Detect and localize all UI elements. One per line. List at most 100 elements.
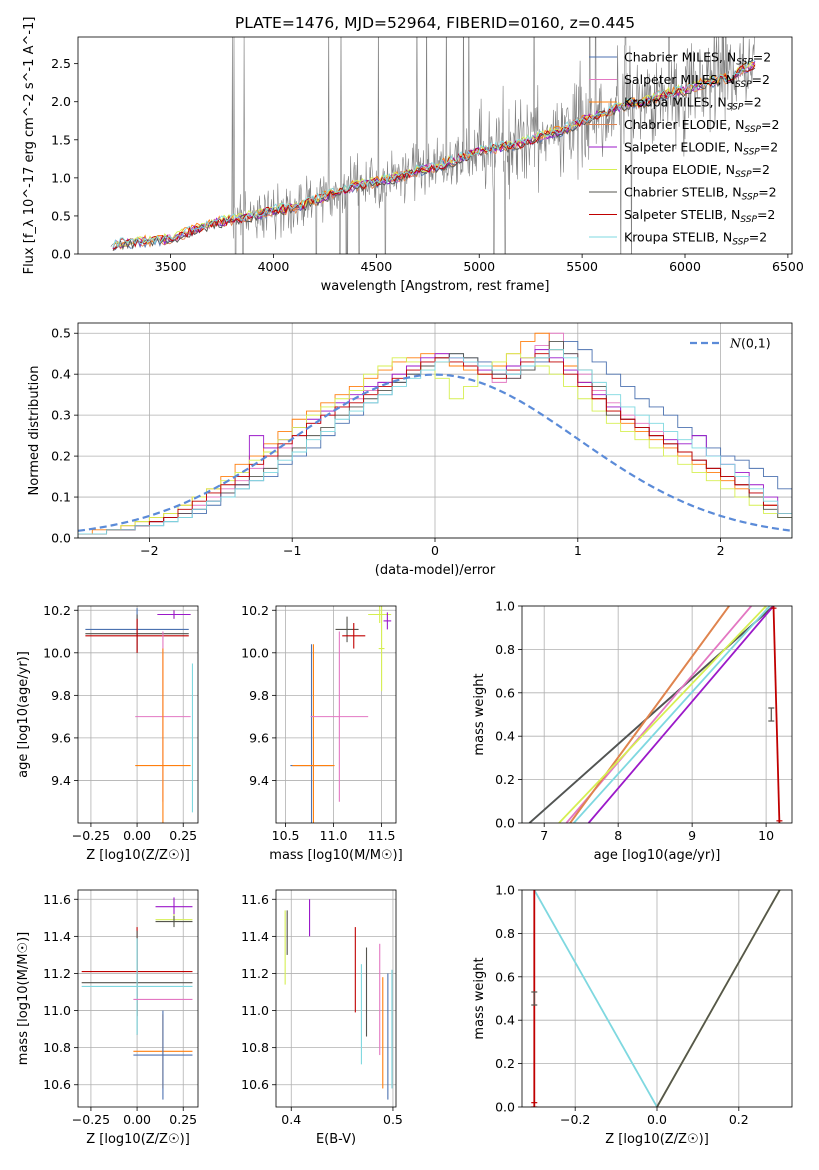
x-tick-label: 0.25 xyxy=(169,1112,197,1127)
histogram-step xyxy=(78,353,792,538)
y-axis-label: age [log10(age/yr)] xyxy=(16,651,31,778)
y-tick-label: 10.0 xyxy=(241,645,269,660)
mass-weight-line xyxy=(528,606,775,823)
y-tick-label: 11.6 xyxy=(43,892,71,907)
y-tick-label: 9.8 xyxy=(249,688,269,703)
y-tick-label: 0.6 xyxy=(495,685,515,700)
y-tick-label: 0.0 xyxy=(51,531,71,546)
y-tick-label: 11.2 xyxy=(43,966,71,981)
y-tick-label: 9.6 xyxy=(249,730,269,745)
axes-frame xyxy=(77,889,199,1108)
axes-frame xyxy=(521,605,793,824)
y-tick-label: 0.0 xyxy=(495,1100,515,1115)
x-tick-label: 11.5 xyxy=(368,828,396,843)
x-axis-label: Z [log10(Z/Z☉)] xyxy=(605,1132,709,1147)
spectrum-panel: 3500 4000 4500 5000 5500 6000 6500 0.0 0.5 1.0 1.5… xyxy=(22,14,804,294)
x-tick-label: 3500 xyxy=(155,259,187,274)
y-tick-label: 0.1 xyxy=(51,490,71,505)
y-axis-label: Flux [f_λ 10^-17 erg cm^-2 s^-1 A^-1] xyxy=(22,17,37,275)
model-fit-line xyxy=(112,61,756,250)
x-tick-label: 0.00 xyxy=(123,828,151,843)
y-tick-label: 10.0 xyxy=(43,645,71,660)
y-tick-label: 0.3 xyxy=(51,408,71,423)
y-tick-label: 1.0 xyxy=(51,170,71,185)
x-tick-label: 0.00 xyxy=(123,1112,151,1127)
axes-frame xyxy=(77,36,793,255)
y-tick-label: 0.4 xyxy=(495,1013,515,1028)
axes-frame xyxy=(275,889,397,1108)
x-tick-label: −1 xyxy=(283,543,301,558)
legend-entry: N(0,1) xyxy=(729,336,771,351)
x-tick-label: −0.25 xyxy=(72,1112,110,1127)
axes-frame xyxy=(77,605,199,824)
plot-area xyxy=(284,899,393,1100)
y-tick-label: 10.6 xyxy=(241,1077,269,1092)
x-tick-label: 5500 xyxy=(566,259,598,274)
plot-area xyxy=(85,608,194,823)
age-vs-metallicity-panel: −0.25 0.00 0.25 9.4 9.6 9.8 10.0 10.2 Z [log10(Z… xyxy=(16,603,199,863)
y-tick-label: 0.2 xyxy=(495,772,515,787)
legend-entry: Kroupa ELODIE, NSSP=2 xyxy=(624,162,770,180)
model-fit-line xyxy=(112,59,756,249)
x-tick-label: 2 xyxy=(717,543,725,558)
x-tick-label: 5000 xyxy=(463,259,495,274)
y-tick-label: 0.8 xyxy=(495,926,515,941)
x-tick-label: −0.2 xyxy=(560,1112,590,1127)
legend-entry: Kroupa MILES, NSSP=2 xyxy=(624,95,762,113)
x-tick-label: 10.5 xyxy=(272,828,300,843)
y-tick-label: 11.4 xyxy=(43,929,71,944)
x-tick-label: 6500 xyxy=(772,259,804,274)
x-axis-label: E(B-V) xyxy=(316,1132,356,1147)
x-tick-label: 8 xyxy=(614,828,622,843)
y-tick-label: 9.4 xyxy=(51,773,71,788)
normal-reference-curve xyxy=(78,373,792,532)
y-axis-label: mass weight xyxy=(472,673,487,755)
x-tick-label: 0.0 xyxy=(647,1112,667,1127)
mass-weight-line xyxy=(533,890,658,1107)
y-tick-label: 9.8 xyxy=(51,688,71,703)
x-tick-label: 0 xyxy=(431,543,439,558)
model-fit-line xyxy=(112,64,756,250)
y-tick-label: 1.5 xyxy=(51,132,71,147)
y-tick-label: 10.2 xyxy=(241,603,269,618)
y-tick-label: 0.4 xyxy=(51,367,71,382)
y-tick-label: 9.6 xyxy=(51,730,71,745)
x-axis-label: Z [log10(Z/Z☉)] xyxy=(86,1132,190,1147)
x-axis-label: (data-model)/error xyxy=(375,563,496,578)
plot-area xyxy=(528,606,783,823)
chart-title: PLATE=1476, MJD=52964, FIBERID=0160, z=0… xyxy=(235,14,635,32)
x-tick-label: 0.25 xyxy=(169,828,197,843)
plot-area xyxy=(531,890,781,1107)
x-tick-label: 7 xyxy=(540,828,548,843)
y-tick-label: 2.0 xyxy=(51,94,71,109)
y-tick-label: 0.0 xyxy=(495,816,515,831)
x-tick-label: 0.5 xyxy=(383,1112,403,1127)
x-tick-label: 1 xyxy=(574,543,582,558)
legend-entry: Salpeter MILES, NSSP=2 xyxy=(624,72,770,90)
x-axis-label: wavelength [Angstrom, rest frame] xyxy=(321,279,550,294)
y-axis-label: mass weight xyxy=(472,957,487,1039)
x-tick-label: 9 xyxy=(688,828,696,843)
mass-weight-line xyxy=(656,890,781,1107)
y-tick-label: 9.4 xyxy=(249,773,269,788)
axes-frame xyxy=(275,605,397,824)
x-tick-label: 10 xyxy=(758,828,774,843)
plot-area xyxy=(81,897,193,1100)
mass-weight-line xyxy=(558,606,767,823)
y-tick-label: 2.5 xyxy=(51,56,71,71)
y-tick-label: 0.6 xyxy=(495,969,515,984)
y-tick-label: 0.0 xyxy=(51,247,71,262)
x-tick-label: 6000 xyxy=(669,259,701,274)
y-tick-label: 0.5 xyxy=(51,208,71,223)
legend-entry: Salpeter ELODIE, NSSP=2 xyxy=(624,140,778,158)
mass-vs-ebv-panel: 0.4 0.5 10.6 10.8 11.0 11.2 11.4 11.6 E(B-V) xyxy=(241,889,403,1147)
model-fit-line xyxy=(112,62,756,248)
x-tick-label: 4500 xyxy=(360,259,392,274)
legend: Chabrier MILES, NSSP=2 Salpeter MILES, NS… xyxy=(589,50,779,248)
y-tick-label: 11.2 xyxy=(241,966,269,981)
model-fit-line xyxy=(112,67,756,251)
y-tick-label: 11.0 xyxy=(43,1003,71,1018)
residual-histogram-panel: −2 −1 0 1 2 0.0 0.1 0.2 0.3 0.4 0.5 (data-model)/er… xyxy=(27,322,793,578)
x-tick-label: 0.2 xyxy=(729,1112,749,1127)
